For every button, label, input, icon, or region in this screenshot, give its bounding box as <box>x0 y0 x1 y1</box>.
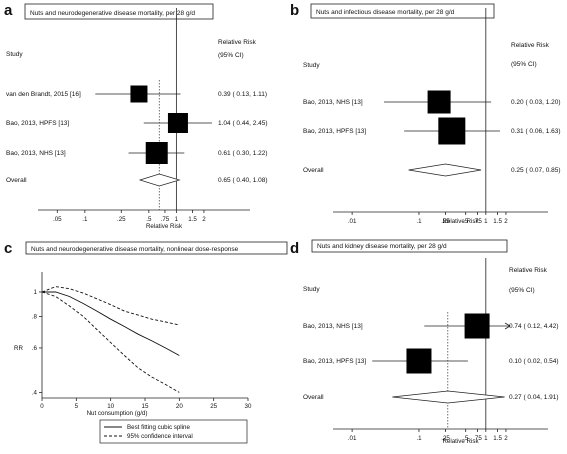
panel-d-study-header: Study <box>303 286 320 293</box>
panel-a-study-rr: 0.39 ( 0.13, 1.11) <box>218 91 267 98</box>
panel-b-x-tick-label: .1 <box>416 218 422 225</box>
panel-b-study-marker <box>438 117 466 145</box>
panel-a-title-box <box>24 3 214 20</box>
panel-c-series-1 <box>41 286 180 326</box>
panel-a-x-tick-label: .25 <box>117 216 126 223</box>
panel-d-overall-rr: 0.27 ( 0.04, 1.91) <box>509 394 559 401</box>
panel-c-series-0 <box>42 291 180 356</box>
panel-b-overall-label: Overall <box>303 167 324 174</box>
panel-a-study-label: Bao, 2013, NHS [13] <box>6 150 66 157</box>
panel-b-x-tick-label: .75 <box>473 218 482 225</box>
panel-d-study-rr: 0.10 ( 0.02, 0.54) <box>509 358 559 365</box>
panel-c-x-tick-label: 0 <box>40 403 44 410</box>
panel-a-study-rr: 1.04 ( 0.44, 2.45) <box>218 120 268 127</box>
panel-c-y-tick-label: .6 <box>32 345 38 352</box>
panel-d-rr-header: Relative Risk <box>509 267 548 274</box>
panel-a-x-tick-label: .5 <box>146 216 152 223</box>
panel-a-x-tick-label: .1 <box>82 216 88 223</box>
panel-b-overall-rr: 0.25 ( 0.07, 0.85) <box>511 167 561 174</box>
panel-a-study-marker <box>130 85 148 103</box>
panel-b-title: Nuts and infectious disease mortality, p… <box>316 9 455 16</box>
panel-c-y-axis-label: RR <box>14 345 23 352</box>
panel-a-x-tick-label: .75 <box>161 216 170 223</box>
panel-b-x-tick-label: .01 <box>348 218 357 225</box>
panel-d-overall-diamond <box>392 390 505 404</box>
panel-b-title-box <box>310 3 495 19</box>
panel-d-x-tick-label: .75 <box>473 435 482 442</box>
panel-a-overall-diamond <box>138 173 181 187</box>
panel-a-title: Nuts and neurodegenerative disease morta… <box>30 10 195 17</box>
panel-d-x-tick-label: .5 <box>463 435 469 442</box>
panel-b-overall-diamond <box>408 163 482 177</box>
panel-c-x-tick-label: 20 <box>176 403 183 410</box>
panel-d-x-tick-label: .01 <box>348 435 357 442</box>
panel-d-study-marker <box>406 348 432 374</box>
panel-a-study-marker <box>145 142 168 164</box>
panel-d-study-label: Bao, 2013, NHS [13] <box>303 323 363 330</box>
panel-a-study-rr: 0.61 ( 0.30, 1.22) <box>218 150 268 157</box>
panel-b-x-tick-label: .25 <box>441 218 450 225</box>
panel-c-x-tick-label: 10 <box>107 403 114 410</box>
panel-c-legend-label: Best fitting cubic spline <box>127 424 190 431</box>
panel-b-study-label: Bao, 2013, NHS [13] <box>303 99 363 106</box>
panel-a-x-tick-label: 2 <box>202 216 206 223</box>
panel-b-study-rr: 0.31 ( 0.06, 1.63) <box>511 128 561 135</box>
panel-a-overall-rr: 0.65 ( 0.40, 1.08) <box>218 177 268 184</box>
panel-b-study-label: Bao, 2013, HPFS [13] <box>303 128 366 135</box>
panel-a-study-marker <box>167 113 188 133</box>
panel-d-x-tick-label: 2 <box>504 435 508 442</box>
panel-c-title-box <box>25 241 288 255</box>
panel-d-overall-label: Overall <box>303 394 324 401</box>
panel-c-x-tick-label: 25 <box>210 403 217 410</box>
panel-b-x-tick-label: .5 <box>463 218 469 225</box>
panel-c-letter: c <box>4 240 12 257</box>
panel-b-study-rr: 0.20 ( 0.03, 1.20) <box>511 99 561 106</box>
panel-a-x-tick-label: 1 <box>175 216 179 223</box>
panel-b-x-tick-label: 1 <box>484 218 488 225</box>
panel-c-legend-label: 95% confidence interval <box>127 433 193 440</box>
panel-d-x-tick-label: 1.5 <box>493 435 502 442</box>
panel-c-series-2 <box>41 291 180 393</box>
panel-d-ci-header: (95% CI) <box>509 287 535 294</box>
panel-b-x-tick-label: 2 <box>504 218 508 225</box>
panel-c-x-tick-label: 30 <box>245 403 252 410</box>
panel-b-rr-header: Relative Risk <box>511 42 550 49</box>
panel-d-study-marker <box>464 313 490 339</box>
panel-c-y-tick-label: .8 <box>32 313 38 320</box>
panel-d-x-tick-label: .1 <box>416 435 422 442</box>
panel-a-x-tick-label: 1.5 <box>188 216 197 223</box>
panel-d-title: Nuts and kidney disease mortality, per 2… <box>317 243 447 250</box>
panel-c-x-tick-label: 5 <box>75 403 79 410</box>
panel-a-ci-header: (95% CI) <box>218 52 244 59</box>
panel-b-letter: b <box>290 2 299 19</box>
panel-c-x-tick-label: 15 <box>142 403 149 410</box>
panel-c-y-tick-label: 1 <box>34 289 38 296</box>
panel-a-x-axis-label: Relative Risk <box>146 223 183 230</box>
panel-a-rr-header: Relative Risk <box>218 39 257 46</box>
panel-d-letter: d <box>290 240 299 257</box>
panel-b-ci-header: (95% CI) <box>511 61 537 68</box>
panel-a-overall-label: Overall <box>6 177 27 184</box>
panel-b-study-header: Study <box>303 62 320 69</box>
panel-a-letter: a <box>4 2 13 19</box>
panel-b-x-tick-label: 1.5 <box>493 218 502 225</box>
panel-b-x-axis-label: Relative Risk <box>442 218 479 225</box>
panel-c-title: Nuts and neurodegenerative disease morta… <box>31 246 239 253</box>
panel-a-study-label: Bao, 2013, HPFS [13] <box>6 120 69 127</box>
panel-d-x-axis-label: Relative Risk <box>442 438 479 445</box>
panel-d-x-tick-label: 1 <box>484 435 488 442</box>
panel-c-legend <box>99 419 248 444</box>
panel-a-study-label: van den Brandt, 2015 [16] <box>6 91 81 98</box>
panel-d-study-rr: 0.74 ( 0.12, 4.42) <box>509 323 559 330</box>
panel-b-study-marker <box>427 90 451 114</box>
panel-d-study-label: Bao, 2013, HPFS [13] <box>303 358 366 365</box>
panel-c-y-tick-label: .4 <box>32 389 38 396</box>
panel-d-ci-arrow <box>504 322 511 330</box>
panel-c-x-axis-label: Nut consumption (g/d) <box>87 410 148 417</box>
panel-a-x-tick-label: .05 <box>53 216 62 223</box>
panel-d-title-box <box>311 239 508 253</box>
panel-d-x-tick-label: .25 <box>441 435 450 442</box>
panel-a-study-header: Study <box>6 51 23 58</box>
